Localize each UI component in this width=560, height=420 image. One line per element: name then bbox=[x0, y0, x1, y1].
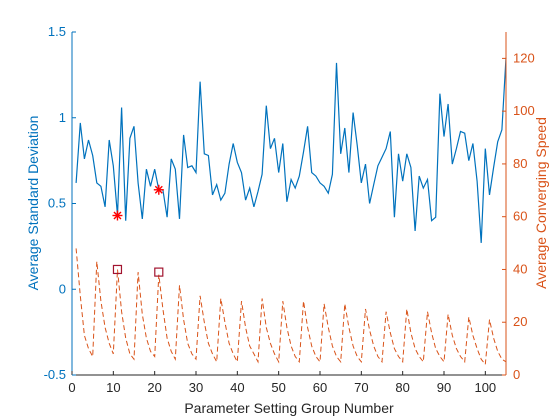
x-tick-label: 100 bbox=[474, 380, 496, 395]
y-right-tick-label: 80 bbox=[513, 156, 527, 171]
x-tick-label: 70 bbox=[354, 380, 368, 395]
x-tick-label: 90 bbox=[437, 380, 451, 395]
highlight-square-marker bbox=[112, 264, 123, 275]
y-left-tick-label: -0.5 bbox=[44, 367, 66, 382]
y-left-tick-label: 0 bbox=[59, 281, 66, 296]
highlight-square-marker bbox=[154, 267, 164, 277]
y-left-tick-label: 0.5 bbox=[48, 196, 66, 211]
y-right-tick-label: 40 bbox=[513, 261, 527, 276]
asterisk-stroke bbox=[154, 185, 163, 194]
asterisk-stroke bbox=[113, 211, 122, 220]
series-line-std-deviation bbox=[75, 57, 507, 243]
axes: 0 10 20 30 40 50 60 70 80 90 100-0.500.511.5020406… bbox=[44, 24, 535, 395]
y-left-tick-label: 1.5 bbox=[48, 24, 66, 39]
highlight-asterisk-marker bbox=[153, 184, 164, 195]
y-right-tick-label: 0 bbox=[513, 367, 520, 382]
x-tick-label: 0 bbox=[68, 380, 75, 395]
y-axis-right-label: Average Converging Speed bbox=[533, 117, 549, 289]
x-tick-label: 50 bbox=[271, 380, 285, 395]
x-tick-label: 30 bbox=[189, 380, 203, 395]
highlight-asterisk-marker bbox=[112, 210, 123, 221]
x-tick-label: 60 bbox=[313, 380, 327, 395]
x-tick-label: 80 bbox=[395, 380, 409, 395]
y-left-tick-label: 1 bbox=[59, 110, 66, 125]
x-tick-label: 20 bbox=[147, 380, 161, 395]
plot-area bbox=[75, 57, 507, 366]
x-tick-label: 10 bbox=[106, 380, 120, 395]
y-right-tick-label: 60 bbox=[513, 209, 527, 224]
y-right-tick-label: 100 bbox=[513, 103, 535, 118]
y-right-tick-label: 20 bbox=[513, 314, 527, 329]
y-right-tick-label: 120 bbox=[513, 50, 535, 65]
x-axis-label: Parameter Setting Group Number bbox=[184, 400, 394, 416]
series-line-converging-speed bbox=[75, 248, 507, 366]
x-tick-label: 40 bbox=[230, 380, 244, 395]
y-axis-left-label: Average Standard Deviation bbox=[25, 116, 41, 291]
